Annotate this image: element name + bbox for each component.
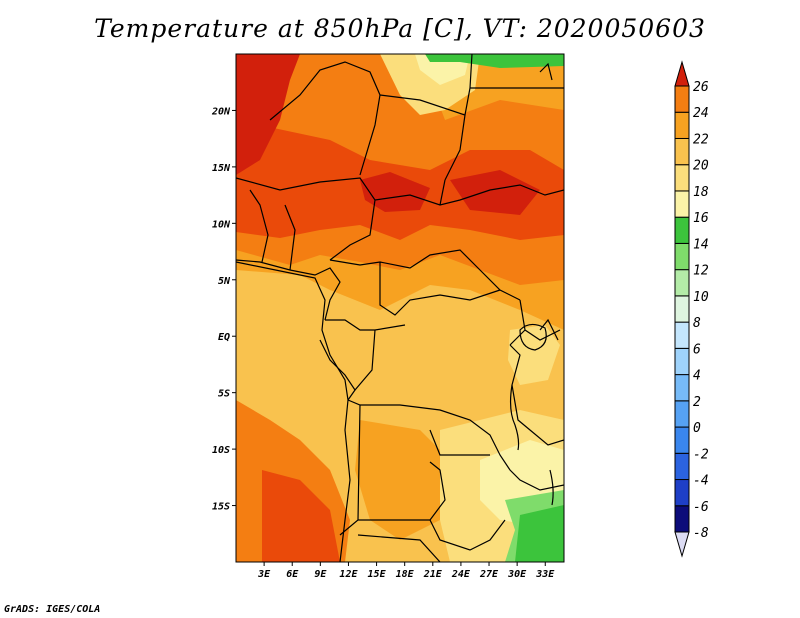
colorbar-label: 16 xyxy=(693,211,709,226)
colorbar-box xyxy=(674,164,690,192)
colorbar-max-triangle xyxy=(674,60,690,87)
axes: 3E 6E 9E 12E 15E 18E 21E 24E 27E 30E 33E 20N 15N 10N 5… xyxy=(211,106,555,580)
temperature-field xyxy=(236,54,564,562)
colorbar-box xyxy=(674,242,690,271)
colorbar-box xyxy=(674,190,690,218)
x-tick-label: 6E xyxy=(286,569,299,580)
colorbar-box xyxy=(674,400,690,428)
colorbar-label: 22 xyxy=(693,132,709,147)
x-tick-label: 27E xyxy=(479,569,499,580)
colorbar-label: 0 xyxy=(693,421,701,436)
colorbar-label: 26 xyxy=(693,80,709,95)
y-tick-label: 5S xyxy=(218,389,230,400)
field-band-10-southeast xyxy=(515,505,564,562)
field-band-12-north xyxy=(425,54,564,68)
field-band-26-nw xyxy=(236,54,300,175)
north-africa-borders xyxy=(269,54,564,181)
x-tick-label: 9E xyxy=(314,569,327,580)
x-tick-label: 33E xyxy=(535,569,555,580)
colorbar-label: 10 xyxy=(693,290,709,305)
x-tick-label: 12E xyxy=(339,569,358,580)
y-tick-label: 15S xyxy=(212,502,230,513)
x-tick-label: 18E xyxy=(396,569,415,580)
colorbar-label: -8 xyxy=(693,526,709,541)
colorbar-label: 6 xyxy=(693,342,701,357)
lake-tanganyika xyxy=(509,384,520,451)
y-tick-label: 20N xyxy=(211,106,231,117)
colorbar-box xyxy=(674,137,690,166)
colorbar-label: 4 xyxy=(693,369,701,384)
y-tick-label: EQ xyxy=(218,332,230,343)
map-frame xyxy=(235,53,565,563)
colorbar-label: 2 xyxy=(693,395,701,410)
colorbar-box xyxy=(674,374,690,402)
colorbar-box xyxy=(674,426,690,454)
lake-malawi xyxy=(549,469,554,506)
grads-credit: GrADS: IGES/COLA xyxy=(4,604,101,615)
field-band-22-angola xyxy=(355,420,450,540)
colorbar-label: 12 xyxy=(693,264,709,279)
colorbar-box xyxy=(674,269,690,297)
colorbar-box xyxy=(674,452,690,481)
colorbar-label: 14 xyxy=(693,237,709,252)
x-tick-label: 15E xyxy=(368,569,387,580)
west-africa-coast-borders xyxy=(236,189,341,321)
chart-title: Temperature at 850hPa [C], VT: 202005060… xyxy=(94,14,706,43)
southern-africa-borders xyxy=(339,389,564,562)
field-band-26-chad xyxy=(360,172,430,212)
field-band-24-southwest xyxy=(262,470,340,562)
y-tick-label: 10S xyxy=(212,445,230,456)
red-sea-coast xyxy=(539,62,559,341)
x-tick-label: 3E xyxy=(257,569,271,580)
colorbar-box xyxy=(674,85,690,113)
lake-victoria xyxy=(519,323,547,351)
colorbar-label: -6 xyxy=(693,500,709,515)
y-tick-label: 15N xyxy=(212,163,231,174)
sahel-borders xyxy=(236,177,564,261)
colorbar-label: 18 xyxy=(693,185,709,200)
x-tick-label: 30E xyxy=(507,569,527,580)
colorbar-box xyxy=(674,347,690,376)
x-tick-label: 24E xyxy=(451,569,471,580)
colorbar-box xyxy=(674,295,690,323)
colorbar-box xyxy=(674,111,690,139)
field-band-26-sudan xyxy=(450,170,540,215)
colorbar-label: -2 xyxy=(693,447,709,462)
colorbar-min-triangle xyxy=(674,531,690,558)
country-borders xyxy=(236,54,564,562)
coastline xyxy=(236,261,351,562)
colorbar-box xyxy=(674,505,690,533)
y-tick-label: 10N xyxy=(212,219,231,230)
colorbar-box xyxy=(674,216,690,244)
colorbar-box xyxy=(674,321,690,349)
y-tick-label: 5N xyxy=(218,276,231,287)
x-tick-label: 21E xyxy=(423,569,443,580)
colorbar-label: 24 xyxy=(693,106,709,121)
colorbar-box xyxy=(674,479,690,507)
colorbar-label: 20 xyxy=(693,159,709,174)
east-africa-borders xyxy=(509,299,564,446)
central-africa-borders xyxy=(319,249,521,391)
colorbar-label: 8 xyxy=(693,316,701,331)
colorbar-label: -4 xyxy=(693,474,709,489)
